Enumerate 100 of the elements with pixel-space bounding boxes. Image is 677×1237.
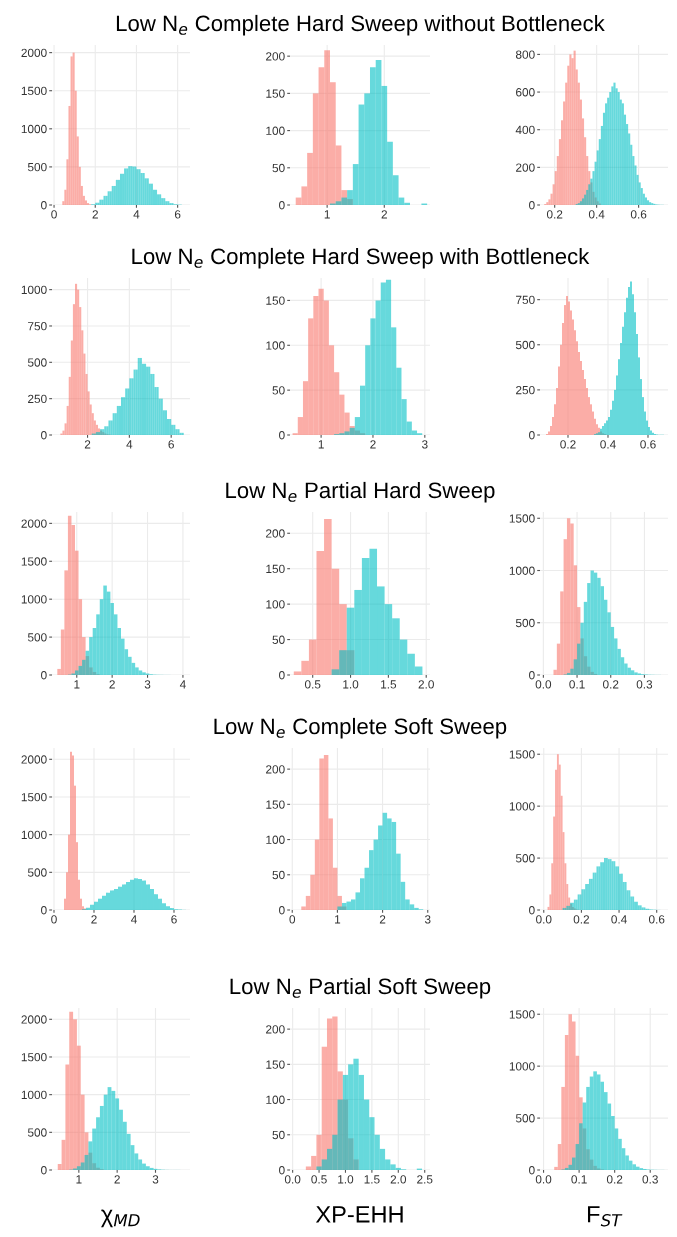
x-tick-label: 0.2	[546, 210, 563, 219]
x-tick-label: 0.6	[640, 440, 656, 449]
y-tick-label: 50	[272, 386, 285, 395]
y-tick-label: 750	[28, 322, 47, 331]
y-tick-label: 50	[272, 870, 285, 880]
y-tick-label: 1500	[21, 793, 47, 802]
y-tick-label: 200	[266, 765, 285, 774]
y-tick-label: 800	[515, 50, 535, 59]
y-tick-label: 0	[41, 906, 47, 915]
x-tick-label: 0.6	[648, 915, 665, 924]
x-tick-label: 4	[126, 440, 133, 449]
y-tick-label: 1500	[509, 1010, 535, 1019]
y-tick-label: 150	[266, 296, 285, 305]
x-tick-label: 0.4	[611, 915, 627, 924]
y-tick-label: 1500	[21, 557, 47, 566]
x-tick-label: 0.3	[636, 680, 653, 689]
y-tick-label: 200	[516, 163, 535, 172]
y-tick-label: 1000	[21, 595, 47, 604]
x-tick-label: 0	[51, 210, 57, 219]
x-tick-label: 0.3	[642, 1175, 658, 1184]
y-tick-label: 0	[529, 201, 535, 210]
x-tick-label: 0.4	[588, 210, 605, 219]
y-tick-label: 2000	[21, 755, 47, 764]
y-tick-label: 1000	[21, 124, 47, 134]
y-tick-label: 50	[272, 163, 285, 173]
x-tick-label: 0	[289, 915, 296, 924]
y-tick-label: 400	[515, 125, 535, 135]
x-tick-label: 2	[109, 680, 115, 689]
y-tick-label: 1000	[21, 1090, 47, 1100]
x-tick-label: 0.2	[602, 680, 619, 689]
y-tick-label: 500	[27, 1128, 47, 1137]
x-tick-label: 2	[92, 210, 98, 219]
x-tick-label: 6	[174, 210, 181, 219]
x-tick-label: 1	[324, 210, 330, 219]
x-tick-label: 0.0	[536, 915, 552, 924]
x-tick-label: 3	[152, 1175, 159, 1184]
chart-title: Low N$_{e}$ Complete Soft Sweep	[214, 717, 507, 739]
y-tick-label: 50	[272, 1130, 285, 1140]
y-tick-label: 500	[27, 162, 47, 172]
y-tick-label: 500	[515, 1114, 535, 1123]
x-tick-label: 0	[51, 915, 57, 924]
x-tick-label: 3	[424, 915, 431, 924]
y-tick-label: 250	[516, 385, 535, 395]
x-tick-label: 1	[74, 680, 80, 689]
x-tick-label: 2	[84, 440, 91, 449]
x-tick-label: 0.1	[571, 1175, 587, 1184]
y-tick-label: 1000	[21, 830, 47, 840]
y-tick-label: 600	[516, 88, 535, 97]
y-tick-label: 100	[266, 341, 285, 350]
y-tick-label: 0	[529, 431, 535, 440]
x-tick-label: 1	[335, 915, 341, 924]
y-tick-label: 150	[266, 89, 285, 98]
x-tick-label: 0.2	[560, 440, 576, 449]
x-tick-label: 0.2	[606, 1175, 623, 1184]
x-tick-label: 2	[381, 210, 387, 219]
y-tick-label: 200	[266, 1025, 285, 1034]
y-tick-label: 100	[266, 600, 285, 609]
y-tick-label: 150	[266, 564, 285, 574]
y-tick-label: 0	[529, 906, 535, 915]
y-tick-label: 2000	[21, 48, 47, 58]
x-tick-label: 4	[130, 915, 137, 924]
chart-title: Low N$_{e}$ Complete Hard Sweep without Bottleneck	[116, 14, 605, 36]
y-tick-label: 0	[279, 671, 285, 680]
y-tick-label: 200	[266, 529, 285, 538]
y-tick-label: 150	[266, 1060, 285, 1069]
x-tick-label: 2.0	[418, 680, 434, 689]
y-tick-label: 1500	[509, 514, 535, 523]
x-tick-label: 4	[133, 210, 140, 219]
x-tick-label: 1	[76, 1175, 82, 1184]
x-tick-label: 0.1	[569, 680, 585, 689]
x-tick-label: 1.0	[343, 680, 359, 689]
y-tick-label: 100	[266, 126, 285, 135]
y-tick-label: 500	[27, 868, 47, 877]
x-tick-label: 0.0	[284, 1175, 301, 1184]
x-tick-label: 2	[114, 1175, 120, 1184]
x-tick-label: 0.5	[311, 1175, 327, 1184]
x-axis-title: χ$_{MD}$	[101, 1209, 140, 1228]
y-tick-label: 0	[279, 906, 285, 915]
y-tick-label: 1000	[509, 566, 535, 575]
y-tick-label: 50	[272, 635, 285, 644]
y-tick-label: 0	[41, 1166, 47, 1175]
y-tick-label: 500	[515, 618, 535, 628]
y-tick-label: 100	[266, 835, 285, 844]
x-tick-label: 6	[171, 915, 177, 924]
x-tick-label: 2	[370, 440, 376, 449]
x-tick-label: 6	[168, 440, 174, 449]
x-tick-label: 0.0	[535, 680, 552, 689]
x-tick-label: 0.6	[630, 210, 647, 219]
y-tick-label: 0	[41, 201, 47, 210]
x-tick-label: 3	[144, 680, 151, 689]
y-tick-label: 0	[279, 431, 285, 440]
y-tick-label: 1500	[21, 86, 47, 96]
x-axis-title: F$_{ST}$	[587, 1206, 623, 1227]
y-tick-label: 100	[266, 1095, 285, 1104]
x-tick-label: 1	[318, 440, 324, 449]
y-tick-label: 0	[279, 201, 285, 210]
y-tick-label: 0	[41, 431, 47, 440]
chart-title: Low N$_{e}$ Partial Hard Sweep	[226, 481, 495, 503]
y-tick-label: 500	[27, 358, 47, 367]
y-tick-label: 0	[279, 1166, 285, 1175]
